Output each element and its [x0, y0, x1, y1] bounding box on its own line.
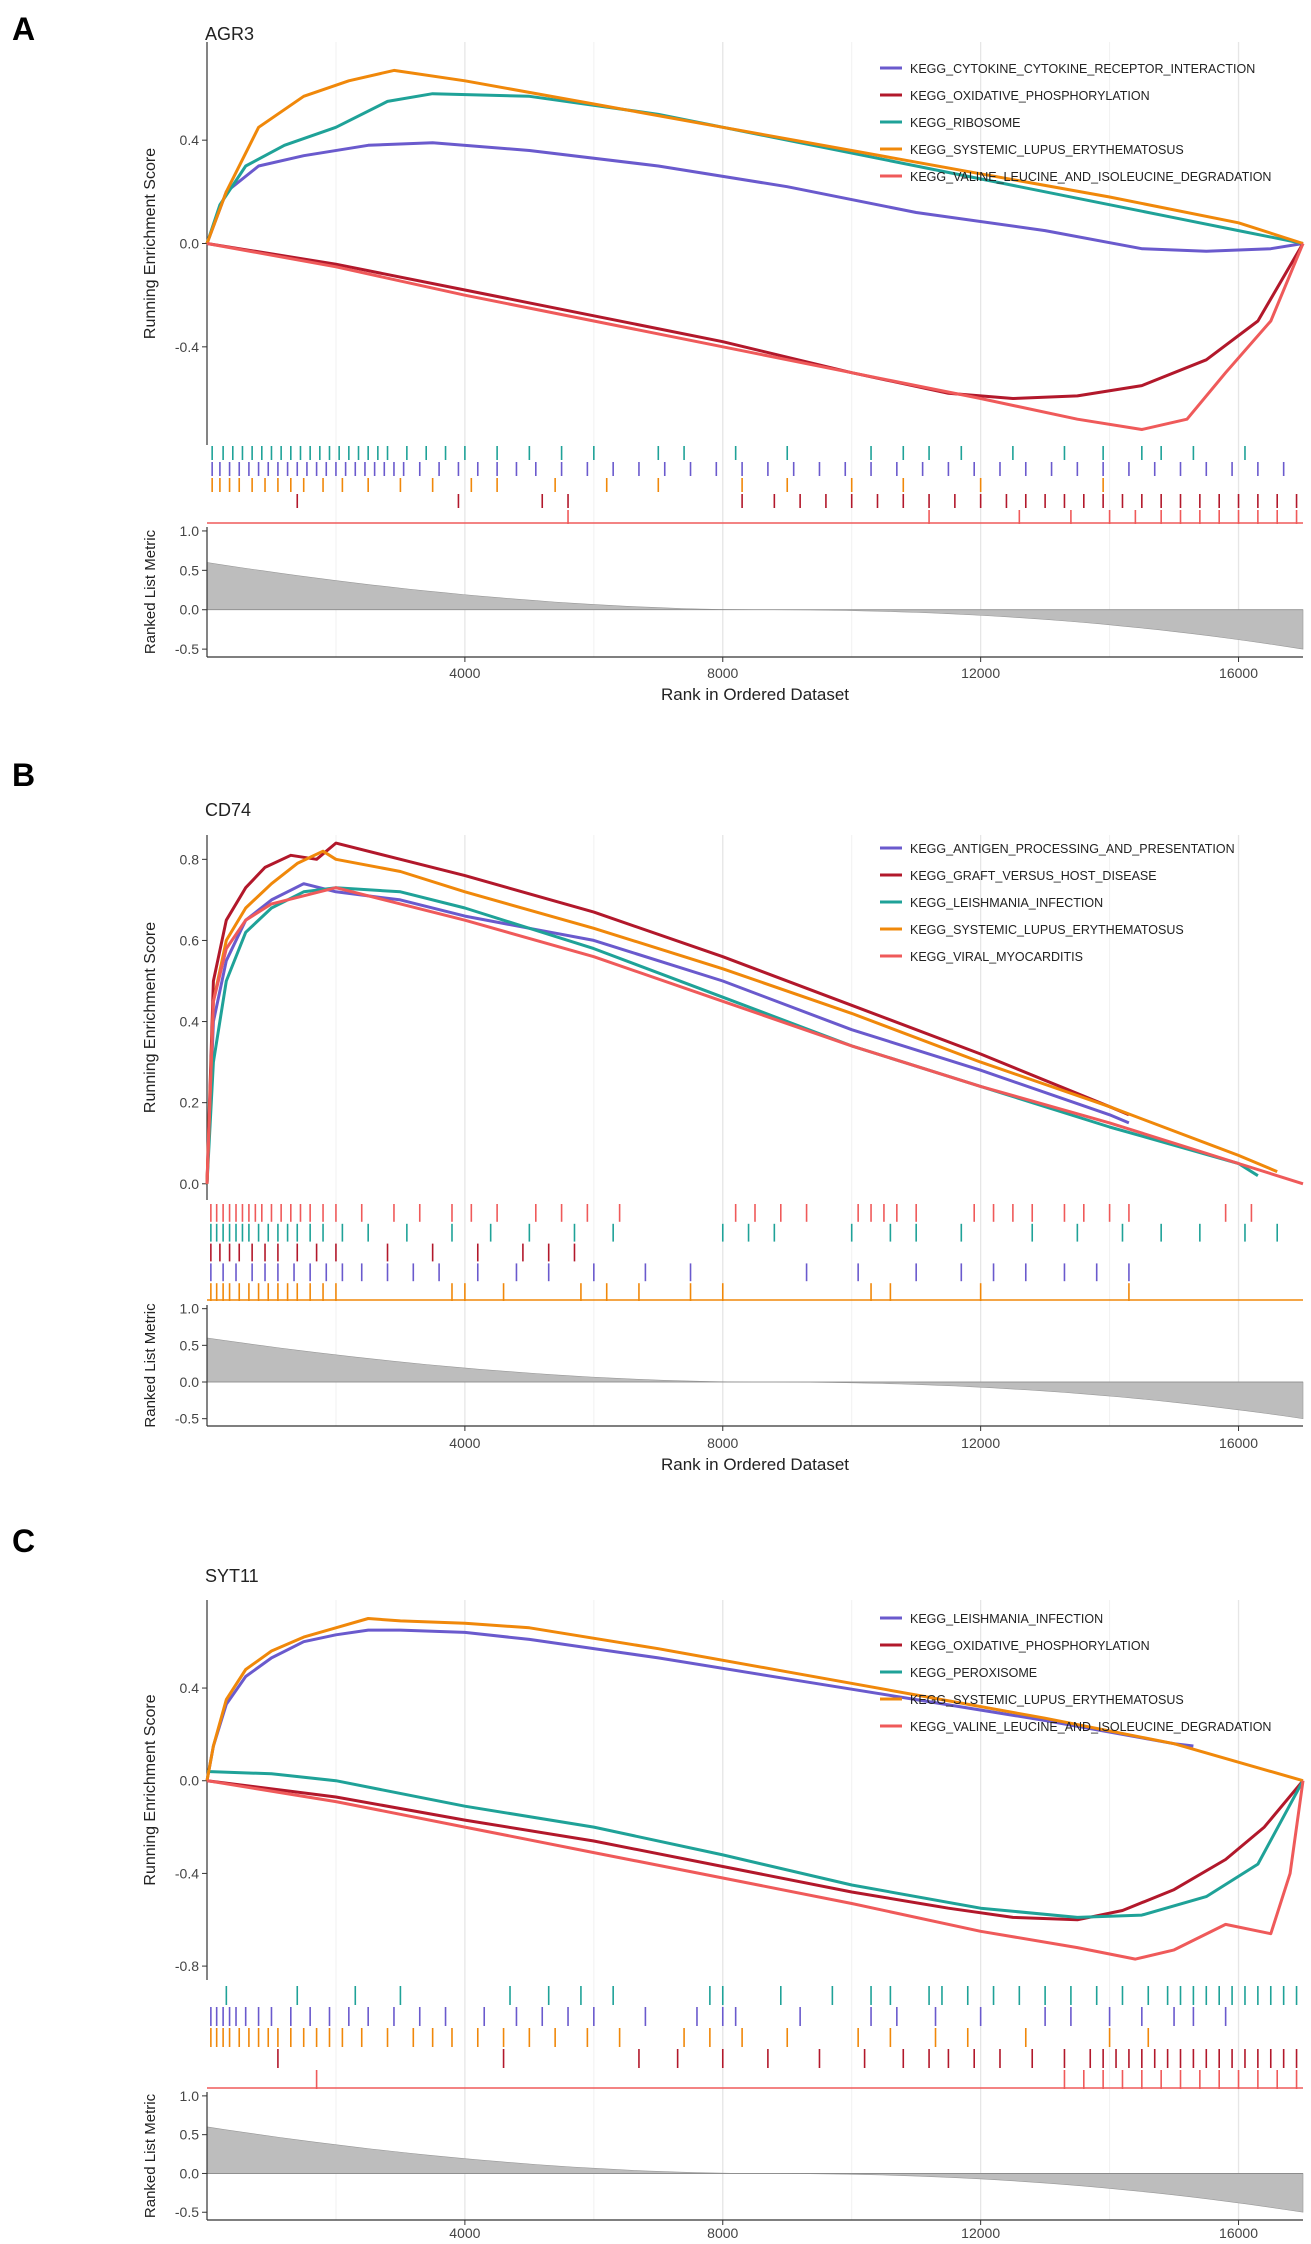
legend: KEGG_LEISHMANIA_INFECTION KEGG_OXIDATIVE_…: [880, 1612, 1271, 1734]
metric-y-tick-label: 0.0: [180, 2165, 200, 2181]
x-tick-label: 4000: [449, 665, 480, 681]
chart-title: AGR3: [205, 24, 254, 44]
es-y-tick-label: 0.4: [180, 1680, 200, 1696]
es-y-tick-label: 0.4: [180, 132, 200, 148]
es-y-tick-label: -0.4: [175, 1865, 199, 1881]
legend-entry: KEGG_RIBOSOME: [910, 116, 1020, 130]
x-tick-label: 4000: [449, 2225, 480, 2241]
es-line-series-5: [206, 1779, 1305, 1961]
es-y-tick-label: 0.0: [180, 1773, 200, 1789]
chart-title: CD74: [205, 800, 251, 820]
es-y-axis-label: Running Enrichment Score: [142, 1694, 159, 1885]
legend-entry: KEGG_GRAFT_VERSUS_HOST_DISEASE: [910, 869, 1157, 883]
metric-y-tick-label: 0.0: [180, 1374, 200, 1390]
legend-entry: KEGG_VALINE_LEUCINE_AND_ISOLEUCINE_DEGRA…: [910, 170, 1271, 184]
legend-entry: KEGG_LEISHMANIA_INFECTION: [910, 896, 1103, 910]
x-axis-label: Rank in Ordered Dataset: [661, 1455, 849, 1474]
es-line-series-3: [206, 1770, 1305, 1919]
es-line-series-5: [206, 242, 1305, 431]
metric-y-tick-label: -0.5: [175, 2204, 199, 2220]
legend: KEGG_ANTIGEN_PROCESSING_AND_PRESENTATION…: [880, 842, 1235, 964]
es-y-tick-label: -0.4: [175, 339, 199, 355]
metric-y-tick-label: 0.5: [180, 562, 200, 578]
metric-y-tick-label: 0.5: [180, 2127, 200, 2143]
metric-y-axis-label: Ranked List Metric: [142, 2093, 159, 2218]
es-line-series-2: [206, 242, 1305, 400]
legend-entry: KEGG_ANTIGEN_PROCESSING_AND_PRESENTATION: [910, 842, 1235, 856]
es-line-series-1: [205, 882, 1130, 1184]
es-y-axis-label: Running Enrichment Score: [142, 148, 159, 339]
legend-entry: KEGG_LEISHMANIA_INFECTION: [910, 1612, 1103, 1626]
es-line-series-1: [205, 141, 1304, 253]
panel-b: B CD74 0.8 0.6 0.4 0.2 0.0 Running Enrichment S…: [12, 757, 1304, 1474]
x-axis-label: Rank in Ordered Dataset: [661, 685, 849, 704]
es-y-tick-label: -0.8: [175, 1958, 199, 1974]
grid-lines: [335, 42, 1240, 657]
metric-y-tick-label: -0.5: [175, 641, 199, 657]
metric-y-axis-label: Ranked List Metric: [142, 1303, 159, 1428]
es-y-tick-label: 0.4: [180, 1014, 200, 1030]
panel-letter: A: [12, 11, 35, 47]
legend-entry: KEGG_SYSTEMIC_LUPUS_ERYTHEMATOSUS: [910, 143, 1184, 157]
es-y-tick-label: 0.8: [180, 851, 200, 867]
x-tick-label: 16000: [1219, 665, 1258, 681]
metric-y-axis-label: Ranked List Metric: [142, 529, 159, 654]
panel-letter: B: [12, 757, 35, 793]
es-y-tick-label: 0.2: [180, 1095, 200, 1111]
legend-entry: KEGG_SYSTEMIC_LUPUS_ERYTHEMATOSUS: [910, 1693, 1184, 1707]
x-tick-label: 16000: [1219, 1435, 1258, 1451]
metric-y-tick-label: 0.5: [180, 1337, 200, 1353]
es-line-series-4: [205, 1617, 1304, 1783]
es-line-series-4: [205, 849, 1278, 1184]
x-tick-label: 4000: [449, 1435, 480, 1451]
x-tick-label: 8000: [707, 2225, 738, 2241]
es-line-series-4: [205, 68, 1304, 245]
es-y-tick-label: 0.0: [180, 1176, 200, 1192]
metric-y-tick-label: 1.0: [180, 2088, 200, 2104]
legend-entry: KEGG_OXIDATIVE_PHOSPHORYLATION: [910, 1639, 1150, 1653]
es-line-series-3: [205, 886, 1259, 1184]
legend-entry: KEGG_VIRAL_MYOCARDITIS: [910, 950, 1083, 964]
metric-y-tick-label: -0.5: [175, 1411, 199, 1427]
es-line-series-3: [205, 92, 1304, 245]
grid-lines: [335, 835, 1240, 1426]
hit-marks: [210, 1204, 1279, 1301]
panel-letter: C: [12, 1523, 35, 1559]
es-y-tick-label: 0.0: [180, 236, 200, 252]
legend-entry: KEGG_OXIDATIVE_PHOSPHORYLATION: [910, 89, 1150, 103]
hit-marks: [211, 446, 1298, 524]
es-line-series-1: [205, 1628, 1194, 1781]
chart-title: SYT11: [205, 1566, 259, 1586]
legend-entry: KEGG_VALINE_LEUCINE_AND_ISOLEUCINE_DEGRA…: [910, 1720, 1271, 1734]
panel-c: C SYT11 0.4 0.0 -0.4 -0.8 Running Enrichment S…: [12, 1523, 1305, 2244]
es-line-series-2: [205, 841, 1130, 1184]
x-tick-label: 16000: [1219, 2225, 1258, 2241]
panel-a: A AGR3 0.4 0.0 -0.4 Running Enrichment Score K…: [12, 11, 1305, 704]
ranked-metric-area: [206, 1337, 1304, 1420]
hit-marks: [210, 1986, 1298, 2089]
grid-lines: [335, 1600, 1240, 2220]
es-line-series-5: [205, 886, 1304, 1186]
legend-entry: KEGG_PEROXISOME: [910, 1666, 1037, 1680]
legend-entry: KEGG_CYTOKINE_CYTOKINE_RECEPTOR_INTERACT…: [910, 62, 1255, 76]
x-tick-label: 12000: [961, 2225, 1000, 2241]
metric-y-tick-label: 1.0: [180, 1301, 200, 1317]
ranked-metric-area: [206, 562, 1304, 650]
x-tick-label: 8000: [707, 665, 738, 681]
ranked-metric-area: [206, 2126, 1304, 2213]
es-line-series-2: [206, 1779, 1305, 1922]
metric-y-tick-label: 1.0: [180, 523, 200, 539]
x-tick-label: 8000: [707, 1435, 738, 1451]
legend-entry: KEGG_SYSTEMIC_LUPUS_ERYTHEMATOSUS: [910, 923, 1184, 937]
legend: KEGG_CYTOKINE_CYTOKINE_RECEPTOR_INTERACT…: [880, 62, 1271, 184]
x-tick-label: 12000: [961, 1435, 1000, 1451]
x-tick-label: 12000: [961, 665, 1000, 681]
es-y-axis-label: Running Enrichment Score: [142, 922, 159, 1113]
metric-y-tick-label: 0.0: [180, 602, 200, 618]
es-y-tick-label: 0.6: [180, 932, 200, 948]
